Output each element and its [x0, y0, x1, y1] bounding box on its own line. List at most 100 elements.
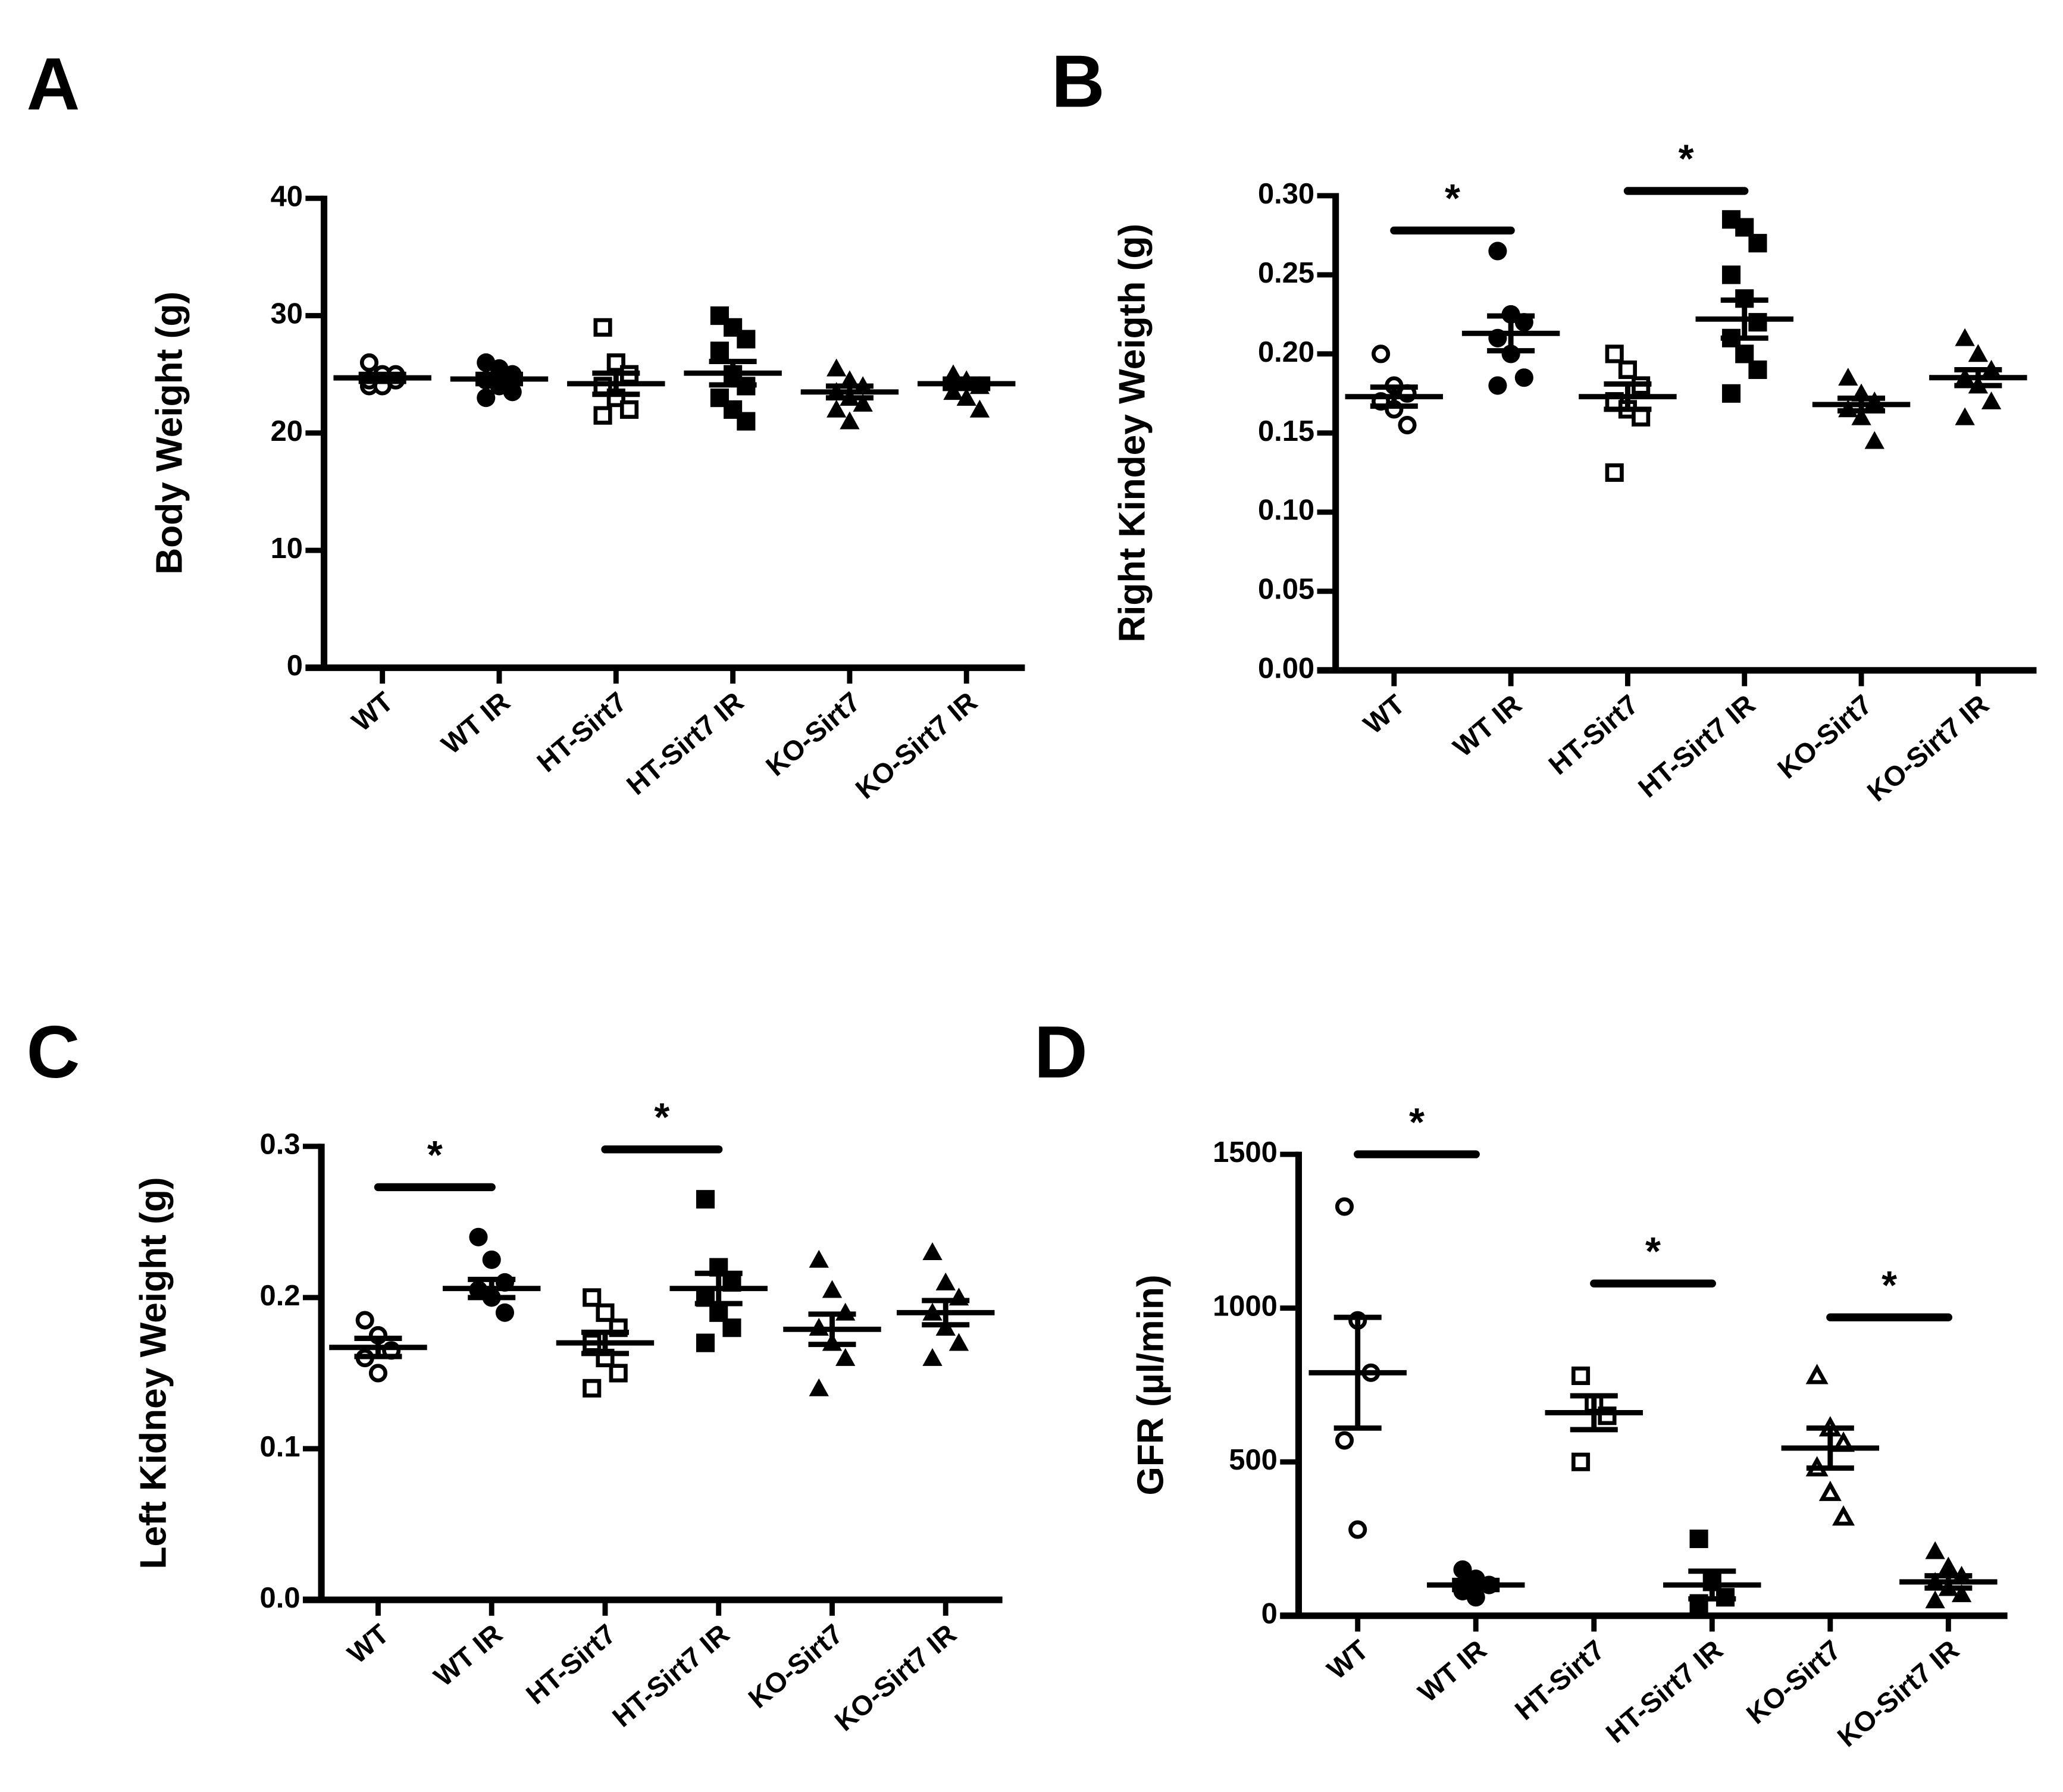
x-tick-label: HT-Sirt7 [531, 686, 633, 778]
sem-bar [1333, 1314, 1382, 1431]
significance-label: * [1645, 1230, 1661, 1274]
data-point [1398, 415, 1417, 435]
x-tick-label: KO-Sirt7 [760, 686, 866, 782]
data-point [722, 1318, 741, 1337]
data-point [503, 383, 522, 402]
data-point [696, 1333, 715, 1352]
data-point [359, 353, 379, 372]
data-point [696, 1190, 715, 1209]
significance-label: * [654, 1096, 669, 1140]
data-point [822, 1280, 843, 1298]
sem-bar [1570, 1393, 1618, 1433]
data-point [969, 399, 990, 418]
panel-label: B [1051, 40, 1105, 123]
sem-bar [1370, 384, 1418, 409]
data-point [827, 358, 847, 377]
x-tick-label: KO-Sirt7 [1740, 1634, 1846, 1730]
data-point [1735, 344, 1754, 364]
x-tick-label: KO-Sirt7 IR [1832, 1634, 1965, 1753]
sem-bar [808, 1311, 856, 1348]
y-tick-label: 10 [271, 532, 303, 565]
data-point [935, 1272, 956, 1290]
x-tick-label: WT [342, 1618, 395, 1669]
data-point [477, 389, 496, 408]
data-point [1618, 360, 1637, 380]
data-point [583, 1379, 602, 1398]
data-point [840, 411, 860, 430]
y-axis-label: Left Kidney Weight (g) [133, 1177, 174, 1569]
data-point [827, 399, 847, 418]
sem-bar [468, 1276, 516, 1301]
data-point [1748, 313, 1767, 332]
data-point [583, 1288, 602, 1307]
x-tick-label: WT IR [1447, 688, 1527, 763]
data-point [1571, 1452, 1591, 1471]
y-tick-label: 0.15 [1258, 415, 1314, 447]
data-point [1689, 1529, 1708, 1549]
x-tick-label: WT [346, 686, 399, 737]
y-tick-label: 20 [271, 415, 303, 447]
data-point [1488, 376, 1507, 395]
sem-bar [922, 1298, 970, 1328]
data-point [609, 1364, 628, 1383]
x-tick-label: KO-Sirt7 IR [1861, 688, 1995, 807]
sem-bar [1806, 1425, 1854, 1471]
x-tick-label: WT IR [436, 686, 516, 760]
y-tick-label: 40 [271, 180, 303, 212]
significance-label: * [1445, 177, 1460, 221]
data-point [1466, 1588, 1485, 1607]
data-point [1864, 431, 1884, 449]
significance-label: * [1882, 1264, 1897, 1308]
sem-bar [1487, 313, 1535, 353]
data-point [1838, 368, 1858, 386]
x-tick-label: HT-Sirt7 IR [1632, 688, 1761, 803]
significance-label: * [1409, 1101, 1425, 1145]
x-tick-label: HT-Sirt7 IR [606, 1618, 735, 1733]
data-point [1955, 407, 1975, 425]
y-tick-label: 30 [271, 298, 303, 330]
x-tick-label: HT-Sirt7 IR [1600, 1634, 1729, 1749]
data-point [809, 1378, 829, 1396]
x-tick-label: WT [1321, 1634, 1374, 1685]
data-point [809, 1249, 829, 1268]
data-point [1335, 1197, 1354, 1216]
panel-label: D [1034, 1011, 1088, 1094]
data-point [619, 400, 639, 419]
data-point [1805, 1364, 1829, 1384]
data-point [1925, 1541, 1945, 1559]
data-point [593, 406, 612, 425]
data-point [1335, 1431, 1354, 1450]
data-point [1348, 1520, 1367, 1539]
panel-label: C [26, 1011, 80, 1094]
significance-label: * [427, 1133, 443, 1177]
x-tick-label: HT-Sirt7 [1509, 1634, 1610, 1726]
data-point [1955, 328, 1975, 346]
data-point [922, 1242, 943, 1261]
sem-bar [1604, 381, 1652, 412]
sem-bar [1837, 395, 1886, 414]
data-point [1514, 368, 1533, 387]
x-tick-label: KO-Sirt7 IR [850, 686, 983, 805]
x-tick-label: HT-Sirt7 IR [621, 686, 749, 801]
y-axis-label: Right Kindey Weigth (g) [1112, 224, 1153, 643]
data-point [1735, 218, 1754, 237]
sem-bar [358, 371, 406, 384]
y-tick-label: 0.1 [260, 1431, 300, 1463]
data-point [1488, 242, 1507, 261]
x-tick-label: KO-Sirt7 [1771, 688, 1877, 784]
data-point [710, 342, 729, 361]
data-point [1372, 344, 1391, 364]
x-tick-label: KO-Sirt7 [743, 1618, 849, 1714]
data-point [1453, 1560, 1472, 1579]
significance-label: * [1679, 137, 1694, 181]
x-tick-label: WT IR [1412, 1634, 1492, 1708]
y-axis-label: GFR (µl/min) [1130, 1274, 1171, 1495]
data-point [1571, 1366, 1591, 1385]
data-point [1605, 463, 1624, 482]
sem-bar [354, 1336, 402, 1359]
data-point [469, 1227, 488, 1246]
sem-bar [581, 1329, 629, 1356]
data-point [482, 1250, 501, 1269]
y-tick-label: 0.00 [1258, 653, 1314, 685]
